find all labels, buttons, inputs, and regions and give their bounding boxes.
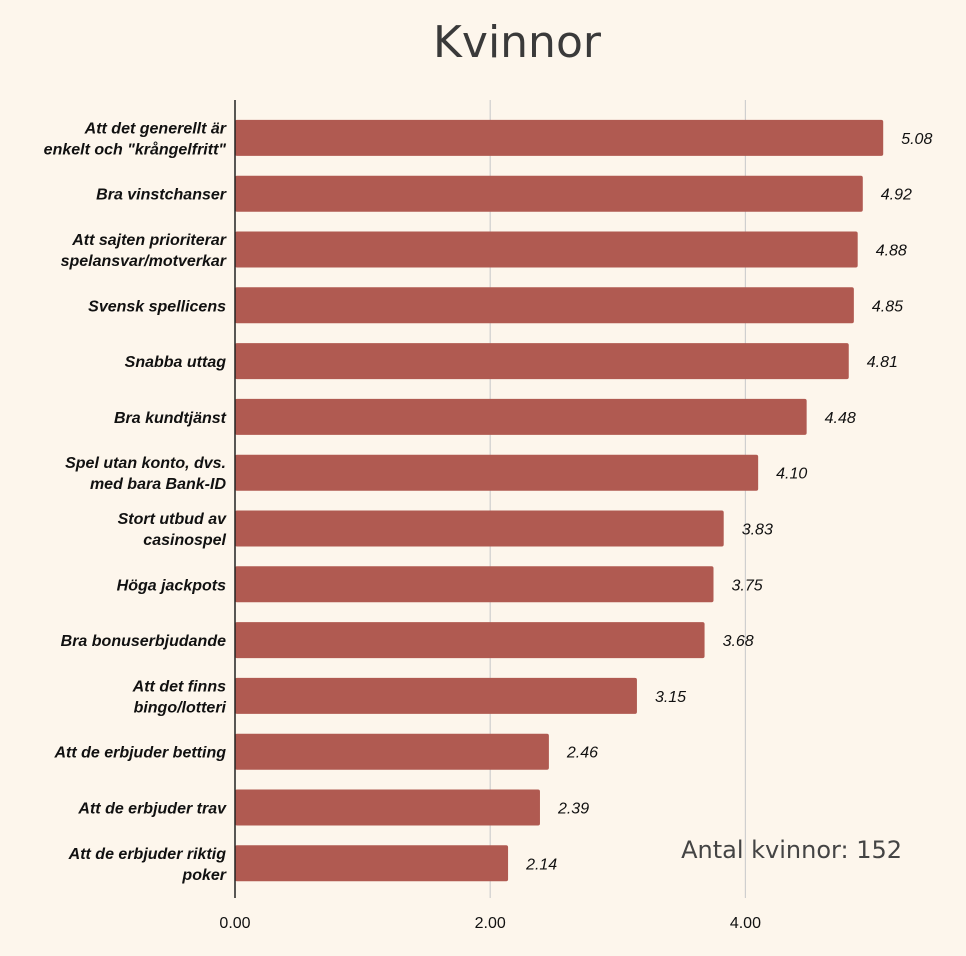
bar — [235, 175, 863, 212]
bar — [235, 231, 858, 268]
bar — [235, 287, 854, 324]
x-tick-label: 0.00 — [219, 915, 250, 932]
data-label: 3.75 — [732, 577, 763, 594]
bars — [235, 119, 884, 882]
bar — [235, 733, 549, 770]
x-tick-label: 4.00 — [730, 915, 761, 932]
category-label: Svensk spellicens — [88, 298, 226, 315]
category-labels: Att det generellt är enkelt och "krångelf… — [44, 120, 227, 883]
x-tick-label: 2.00 — [475, 915, 506, 932]
data-label: 2.46 — [566, 745, 598, 762]
category-label: Bra vinstchanser — [96, 187, 227, 204]
data-label: 3.15 — [655, 689, 686, 706]
value-labels: 5.08 4.92 4.88 4.85 4.81 4.48 4.10 3.83 3.75 3.68… — [525, 131, 932, 873]
bar — [235, 510, 724, 547]
bar — [235, 622, 705, 659]
data-label: 4.85 — [872, 298, 903, 315]
data-label: 4.92 — [881, 187, 912, 204]
data-label: 5.08 — [901, 131, 932, 148]
bar — [235, 566, 714, 603]
x-tick-labels: 0.00 2.00 4.00 — [219, 915, 761, 932]
data-label: 3.83 — [742, 522, 773, 539]
data-label: 4.48 — [825, 410, 856, 427]
category-label: Höga jackpots — [117, 577, 226, 594]
data-label: 2.39 — [557, 801, 589, 818]
category-label: Snabba uttag — [125, 354, 227, 371]
bar — [235, 343, 849, 380]
bar — [235, 789, 540, 826]
bar — [235, 454, 759, 491]
category-label: Att de erbjuder trav — [77, 801, 227, 818]
category-label: Spel utan konto, dvs. med bara Bank-ID — [65, 455, 226, 493]
data-label: 4.88 — [876, 243, 907, 260]
chart-title: Kvinnor — [433, 17, 602, 68]
bar — [235, 119, 884, 156]
category-label: Att det finns bingo/lotteri — [132, 678, 227, 716]
category-label: Att de erbjuder riktig poker — [68, 846, 227, 884]
category-label: Bra kundtjänst — [114, 410, 227, 427]
data-label: 4.81 — [867, 354, 898, 371]
category-label: Stort utbud av casinospel — [118, 511, 228, 549]
bar — [235, 398, 807, 435]
category-label: Bra bonuserbjudande — [61, 633, 226, 650]
data-label: 4.10 — [776, 466, 807, 483]
sample-size-annotation: Antal kvinnor: 152 — [681, 836, 902, 864]
data-label: 3.68 — [723, 633, 754, 650]
bar — [235, 845, 509, 882]
gridlines — [489, 100, 747, 898]
category-label: Att det generellt är enkelt och "krångelf… — [44, 120, 227, 158]
category-label: Att sajten prioriterar spelansvar/motverk… — [61, 232, 227, 270]
data-label: 2.14 — [525, 856, 557, 873]
bar — [235, 677, 637, 714]
category-label: Att de erbjuder betting — [53, 745, 226, 762]
